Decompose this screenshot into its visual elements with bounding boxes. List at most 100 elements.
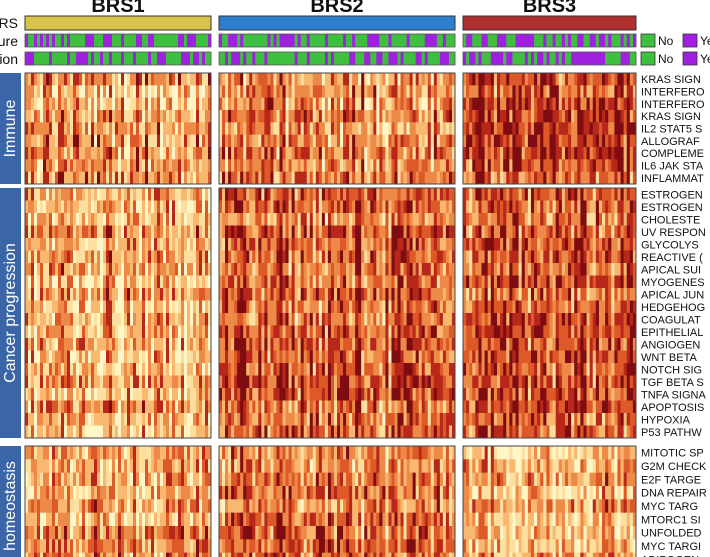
annotation-cell (252, 52, 256, 65)
heatmap-cell (100, 338, 104, 351)
heatmap-cell (219, 413, 223, 426)
heatmap-cell (148, 350, 152, 364)
heatmap-cell (530, 110, 535, 123)
heatmap-cell (37, 325, 41, 339)
heatmap-cell (318, 288, 323, 301)
heatmap-cell (151, 388, 155, 401)
heatmap-cell (433, 313, 438, 326)
heatmap-cell (46, 238, 50, 251)
heatmap-cell (55, 171, 59, 185)
heatmap-cell (25, 413, 29, 426)
heatmap-cell (109, 85, 113, 99)
heatmap-cell (312, 388, 317, 401)
heatmap-cell (364, 188, 368, 201)
heatmap-cell (234, 171, 238, 185)
heatmap-cell (127, 363, 131, 376)
heatmap-cell (91, 73, 95, 86)
heatmap-cell (273, 363, 277, 376)
heatmap-cell (91, 425, 95, 439)
heatmap-cell (306, 375, 311, 389)
heatmap-cell (397, 300, 401, 314)
heatmap-cell (184, 159, 188, 173)
heatmap-cell (534, 122, 538, 136)
heatmap-cell (568, 134, 572, 148)
heatmap-cell (415, 213, 420, 226)
heatmap-cell (445, 375, 450, 389)
heatmap-cell (436, 73, 441, 86)
heatmap-cell (28, 350, 32, 364)
annotation-cell (279, 52, 283, 65)
heatmap-cell (337, 73, 341, 86)
heatmap-cell (145, 134, 149, 148)
heatmap-cell (28, 425, 32, 439)
heatmap-cell (178, 388, 182, 401)
heatmap-cell (255, 350, 259, 364)
heatmap-cell (151, 85, 155, 99)
heatmap-cell (136, 275, 140, 289)
heatmap-cell (184, 413, 188, 426)
heatmap-cell (412, 363, 417, 376)
heatmap-cell (418, 388, 423, 401)
heatmap-cell (118, 188, 122, 201)
heatmap-cell (397, 134, 401, 148)
heatmap-cell (343, 122, 347, 136)
heatmap-cell (534, 73, 538, 86)
heatmap-cell (94, 171, 98, 185)
heatmap-cell (312, 288, 317, 301)
heatmap-cell (58, 73, 62, 86)
annotation-cell (306, 34, 311, 47)
heatmap-cell (487, 110, 492, 123)
heatmap-cell (333, 85, 338, 99)
heatmap-cell (433, 375, 438, 389)
heatmap-cell (406, 225, 410, 239)
heatmap-cell (315, 413, 320, 426)
heatmap-cell (303, 97, 308, 111)
heatmap-cell (442, 413, 447, 426)
heatmap-cell (187, 110, 191, 123)
heatmap-cell (249, 388, 253, 401)
heatmap-cell (46, 171, 50, 185)
heatmap-cell (273, 300, 277, 314)
heatmap-cell (397, 159, 401, 173)
heatmap-cell (25, 110, 29, 123)
heatmap-cell (303, 250, 308, 264)
heatmap-cell (327, 288, 332, 301)
heatmap-cell (617, 97, 621, 111)
heatmap-cell (352, 338, 356, 351)
heatmap-cell (145, 110, 149, 123)
heatmap-cell (537, 85, 541, 99)
heatmap-cell (602, 73, 606, 86)
annotation-cell (330, 52, 335, 65)
heatmap-cell (388, 147, 392, 160)
heatmap-cell (49, 188, 53, 201)
heatmap-cell (240, 250, 244, 264)
heatmap-cell (109, 375, 113, 389)
heatmap-cell (355, 413, 359, 426)
heatmap-cell (139, 147, 143, 160)
annotation-cell (246, 34, 250, 47)
heatmap-cell (249, 225, 253, 239)
heatmap-cell (409, 238, 413, 251)
heatmap-cell (246, 188, 250, 201)
heatmap-cell (70, 134, 74, 148)
heatmap-cell (151, 147, 155, 160)
heatmap-cell (52, 388, 56, 401)
heatmap-cell (31, 413, 35, 426)
heatmap-cell (430, 288, 435, 301)
annotation-cell (142, 34, 146, 47)
heatmap-cell (279, 200, 283, 214)
heatmap-cell (139, 73, 143, 86)
heatmap-cell (106, 375, 110, 389)
heatmap-cell (337, 325, 341, 339)
heatmap-cell (166, 171, 170, 185)
heatmap-cell (337, 375, 341, 389)
heatmap-cell (436, 350, 441, 364)
heatmap-cell (276, 400, 280, 414)
heatmap-cell (231, 159, 235, 173)
heatmap-cell (300, 288, 305, 301)
heatmap-cell (115, 350, 119, 364)
heatmap-cell (376, 375, 380, 389)
heatmap-cell (231, 400, 235, 414)
heatmap-cell (288, 275, 292, 289)
heatmap-cell (261, 375, 265, 389)
